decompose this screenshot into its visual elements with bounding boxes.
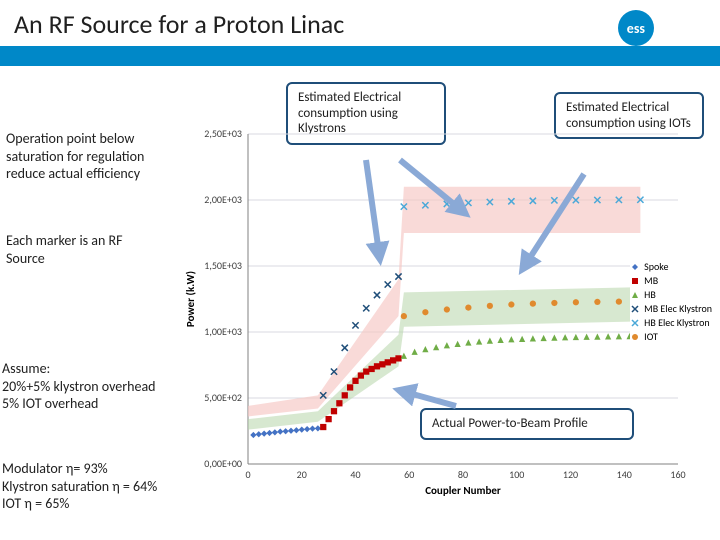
legend-label: MB Elec Klystron: [644, 302, 712, 316]
svg-text:20: 20: [297, 468, 307, 481]
svg-text:2,50E+03: 2,50E+03: [204, 130, 242, 140]
svg-text:1,50E+03: 1,50E+03: [204, 259, 242, 272]
chart-legend: SpokeMBHBMB Elec KlystronHB Elec Klystro…: [630, 260, 712, 344]
svg-text:80: 80: [458, 468, 468, 481]
svg-text:Coupler Number: Coupler Number: [425, 484, 501, 497]
svg-text:140: 140: [617, 468, 632, 481]
page-title: An RF Source for a Proton Linac: [14, 8, 344, 40]
logo-text: EUROPEAN SPALLATION SOURCE: [662, 15, 702, 41]
legend-item: HB Elec Klystron: [630, 316, 712, 330]
svg-text:160: 160: [670, 468, 685, 481]
legend-label: Spoke: [644, 260, 668, 274]
legend-item: HB: [630, 288, 712, 302]
legend-label: HB Elec Klystron: [644, 316, 710, 330]
legend-label: IOT: [644, 330, 658, 344]
chart-svg: 0,00E+00 5,00E+02 1,00E+03 1,50E+03 2,00E+03…: [180, 130, 700, 510]
svg-text:5,00E+02: 5,00E+02: [204, 391, 242, 404]
svg-text:0: 0: [245, 468, 250, 481]
header-band: [0, 46, 720, 66]
svg-text:100: 100: [509, 468, 524, 481]
legend-item: MB: [630, 274, 712, 288]
svg-text:120: 120: [563, 468, 578, 481]
slide-header: An RF Source for a Proton Linac ess EURO…: [0, 0, 720, 66]
legend-item: IOT: [630, 330, 712, 344]
power-chart: 0,00E+00 5,00E+02 1,00E+03 1,50E+03 2,00E+03…: [180, 130, 700, 510]
svg-text:1,00E+03: 1,00E+03: [204, 325, 242, 338]
legend-item: Spoke: [630, 260, 712, 274]
svg-text:0,00E+00: 0,00E+00: [204, 457, 242, 470]
note-assume: Assume:20%+5% klystron overhead5% IOT ov…: [2, 360, 192, 413]
note-operation-point: Operation point below saturation for reg…: [6, 130, 166, 183]
ess-logo: ess EUROPEAN SPALLATION SOURCE: [618, 10, 702, 46]
svg-text:Power (k.W): Power (k.W): [184, 271, 197, 327]
note-marker: Each marker is an RF Source: [6, 232, 126, 267]
svg-text:2,00E+03: 2,00E+03: [204, 193, 242, 206]
legend-item: MB Elec Klystron: [630, 302, 712, 316]
logo-line: SOURCE: [662, 32, 702, 41]
legend-label: HB: [644, 288, 656, 302]
logo-circle: ess: [618, 10, 654, 46]
legend-label: MB: [644, 274, 658, 288]
svg-text:60: 60: [404, 468, 414, 481]
svg-text:40: 40: [350, 468, 360, 481]
